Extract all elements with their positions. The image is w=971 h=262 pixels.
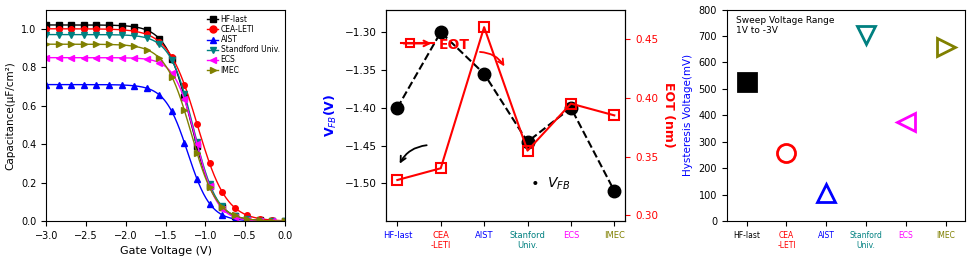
Text: Sweep Voltage Range
1V to -3V: Sweep Voltage Range 1V to -3V [736,16,835,35]
Y-axis label: V$_{FB}$(V): V$_{FB}$(V) [323,94,339,137]
Y-axis label: Hysteresis Voltage(mV): Hysteresis Voltage(mV) [683,54,693,176]
Y-axis label: Capacitance(μF/cm²): Capacitance(μF/cm²) [6,61,16,170]
Legend: HF-last, CEA-LETI, AIST, Standford Univ., ECS, IMEC: HF-last, CEA-LETI, AIST, Standford Univ.… [205,13,281,76]
X-axis label: Gate Voltage (V): Gate Voltage (V) [119,247,212,256]
Y-axis label: EOT (nm): EOT (nm) [661,83,675,148]
Text: EOT: EOT [439,38,470,52]
Text: $\bullet$  $V_{FB}$: $\bullet$ $V_{FB}$ [530,175,570,192]
